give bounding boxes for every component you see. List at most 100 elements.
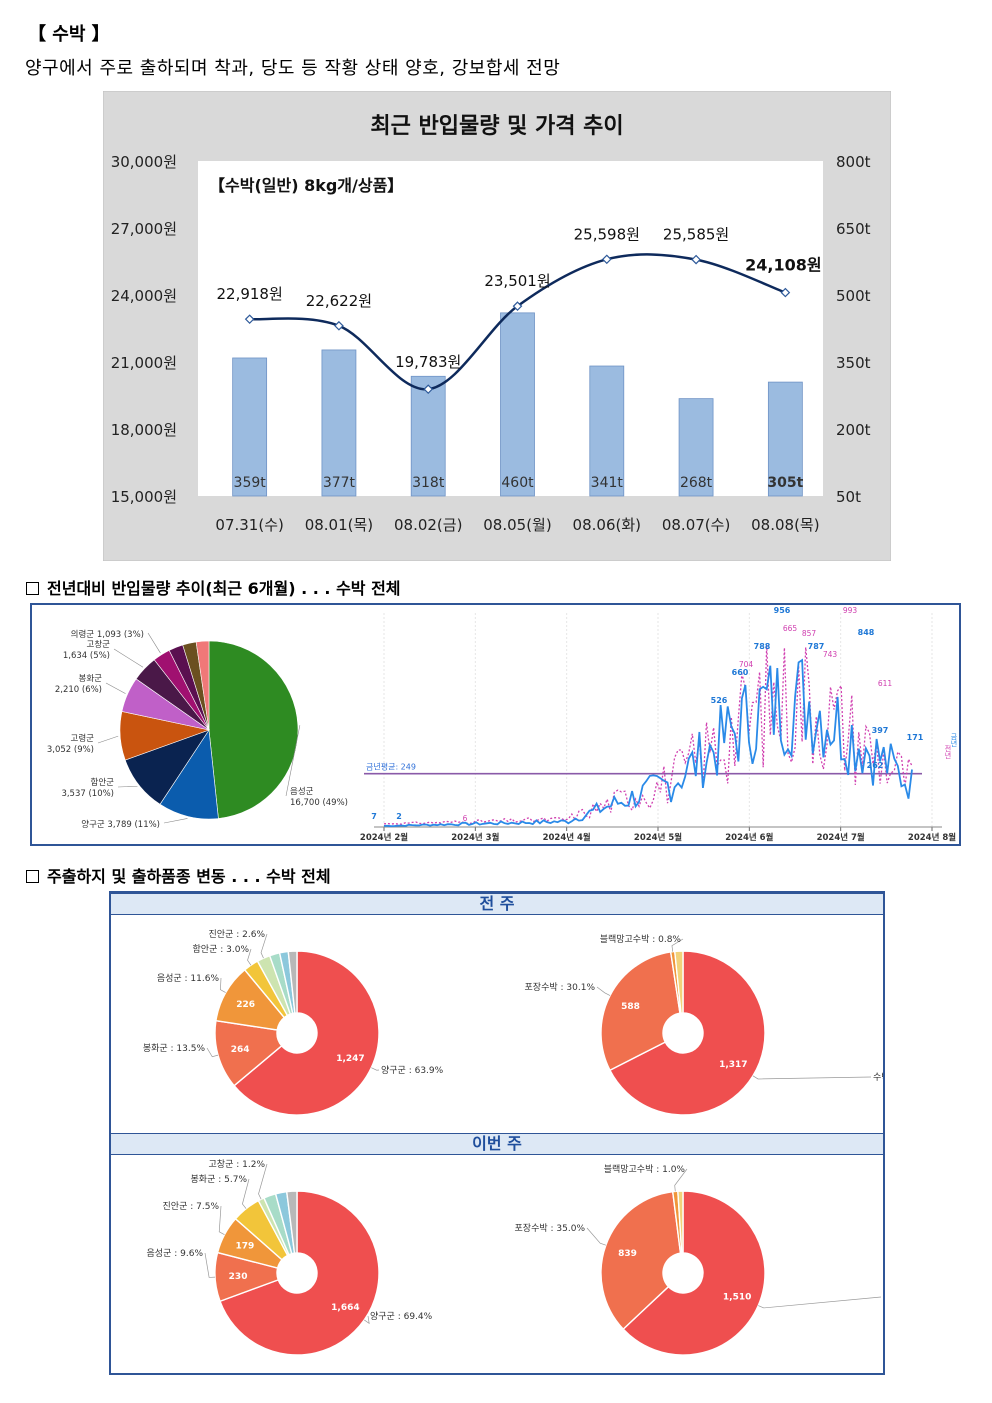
slice-label: 포장수박 : 35.0% (515, 1223, 586, 1234)
yearly-comparison-panel: 음성군 16,700 (49%) 양구군 3,789 (11%) 함안군 3,537 (… (30, 603, 961, 846)
slice-value: 230 (229, 1272, 248, 1282)
price-label: 19,783원 (395, 353, 461, 371)
leader-line (220, 977, 226, 993)
slice-value: 226 (236, 1000, 255, 1010)
checkbox-icon (26, 582, 39, 595)
left-axis-tick: 27,000원 (111, 220, 177, 238)
last-year-label: 6 (463, 814, 468, 823)
chart-title: 최근 반입물량 및 가격 추이 (370, 114, 623, 139)
band-prev-week: 전 주 (111, 893, 883, 915)
right-axis-tick: 350t (836, 354, 871, 372)
x-axis-tick: 2024년 8월 (908, 832, 956, 843)
donut-slice (622, 1190, 766, 1356)
last-year-line (383, 644, 913, 825)
leader-line (596, 986, 611, 996)
slice-label: 양구군 : 69.4% (370, 1311, 433, 1322)
leader-line (204, 1252, 216, 1278)
right-axis-tick: 800t (836, 153, 871, 171)
donut-slice (233, 950, 380, 1116)
volume-bar (678, 398, 714, 497)
x-axis-tick: 2024년 3월 (451, 832, 499, 843)
last-year-label: 857 (802, 629, 817, 638)
slice-label: 블랙망고수박 : 1.0% (604, 1164, 686, 1175)
current-label: 956 (774, 606, 791, 615)
right-axis-tick: 500t (836, 287, 871, 305)
pie-label: 함안군 (91, 777, 115, 788)
current-label: 397 (872, 726, 889, 735)
combo-chart: 최근 반입물량 및 가격 추이 【수박(일반) 8kg개/상품】 30,000원… (103, 91, 891, 561)
leader-line (163, 818, 188, 824)
pie-slice (195, 640, 210, 731)
left-axis-tick: 24,000원 (111, 287, 177, 305)
pie-label: 의령군 1,093 (3%) (71, 629, 144, 640)
donut-slice (600, 951, 681, 1072)
price-point (780, 287, 791, 298)
x-axis-tick: 2024년 4월 (543, 832, 591, 843)
volume-label: 359t (234, 475, 267, 491)
leader-line (97, 735, 119, 744)
leader-line (285, 725, 301, 797)
volume-label: 318t (412, 475, 445, 491)
pie-label: 음성군 (290, 787, 314, 797)
volume-label: 377t (323, 475, 356, 491)
price-point (334, 320, 344, 331)
slice-label: 진안군 : 7.5% (163, 1201, 220, 1212)
band-this-week: 이번 주 (111, 1133, 883, 1155)
last-year-label: 704 (739, 660, 754, 669)
x-axis-tick: 08.06(화) (573, 516, 641, 534)
pie-slice (208, 640, 299, 819)
donut-slice (219, 1190, 380, 1356)
slice-label: 음성군 : 9.6% (147, 1248, 204, 1259)
x-axis-tick: 08.08(목) (751, 516, 819, 534)
slice-value: 179 (235, 1241, 254, 1251)
slice-label: 봉화군 : 13.5% (143, 1043, 206, 1054)
leader-line (371, 1067, 380, 1071)
series-label-last: 전년 (944, 744, 952, 759)
price-label: 22,622원 (306, 292, 372, 310)
slice-value: 1,317 (719, 1060, 747, 1070)
donut-slice (287, 950, 298, 1014)
left-axis-tick: 18,000원 (111, 421, 177, 439)
pie-value: 2,210 (6%) (55, 685, 102, 695)
leader-line (586, 1227, 606, 1246)
last-year-label: 993 (843, 606, 858, 615)
prev-region-donut: 1,247 양구군 : 63.9% 264 봉화군 : 13.5% 226 음성군 : 1… (143, 929, 444, 1116)
slice-label: 함안군 : 3.0% (193, 944, 250, 955)
pie-label: 봉화군 (79, 674, 103, 684)
price-label: 22,918원 (216, 285, 282, 303)
donut-slice (677, 1190, 684, 1254)
slice-value: 588 (621, 1002, 640, 1012)
volume-bar (767, 381, 803, 497)
left-axis-tick: 15,000원 (111, 488, 177, 506)
leader-line (674, 1168, 688, 1192)
pie-label: 양구군 3,789 (11%) (81, 819, 160, 830)
slice-value: 839 (618, 1249, 637, 1259)
x-axis-tick: 07.31(수) (215, 516, 283, 534)
x-axis-tick: 2024년 6월 (725, 832, 773, 843)
slice-label: 고창군 : 1.2% (209, 1159, 266, 1170)
current-label: 848 (858, 628, 875, 637)
x-axis-tick: 08.01(목) (305, 516, 373, 534)
pie-value: 3,537 (10%) (61, 789, 114, 799)
volume-label: 460t (501, 475, 534, 491)
last-year-label: 665 (783, 624, 798, 633)
section-header: 전년대비 반입물량 추이(최근 6개월) . . . 수박 전체 (26, 575, 401, 599)
slice-label: 봉화군 : 5.7% (191, 1174, 248, 1185)
leader-line (258, 1163, 268, 1200)
donut-slice (608, 950, 766, 1116)
x-axis-tick: 2024년 2월 (360, 832, 408, 843)
volume-label: 341t (591, 475, 624, 491)
average-label: 금년평균: 249 (366, 762, 416, 772)
checkbox-icon (26, 870, 39, 883)
chart-subtitle: 【수박(일반) 8kg개/상품】 (209, 176, 403, 195)
leader-line (147, 632, 161, 654)
pie-label: 고창군 (87, 640, 111, 650)
right-axis-tick: 200t (836, 421, 871, 439)
current-label: 526 (711, 696, 728, 705)
price-point (512, 301, 523, 311)
price-point (244, 314, 255, 325)
price-point (423, 384, 434, 395)
last-year-label: 743 (823, 650, 838, 659)
last-year-label: 611 (878, 679, 893, 688)
